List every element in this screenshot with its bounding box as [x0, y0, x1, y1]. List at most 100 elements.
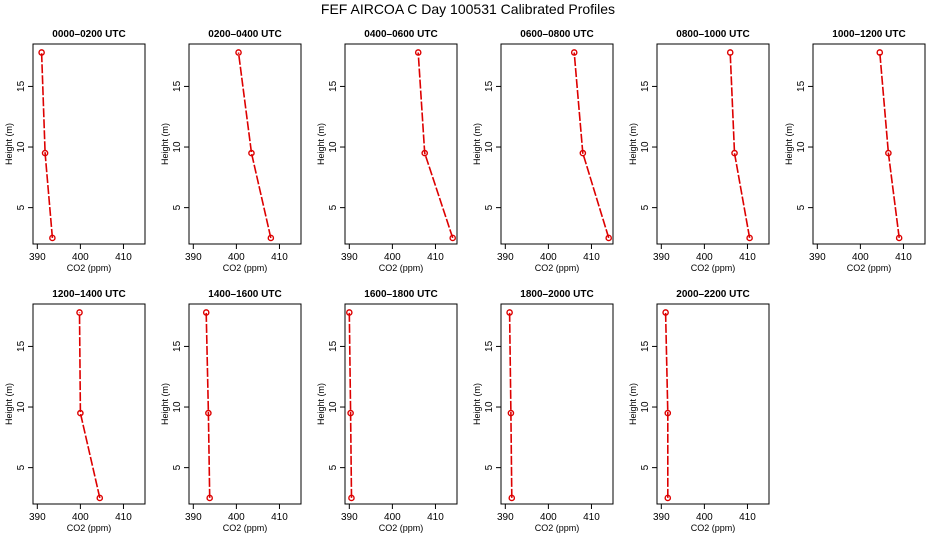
y-tick-label: 15 — [172, 340, 183, 352]
x-axis-label: CO2 (ppm) — [535, 523, 580, 533]
profile-panel: 1200–1400 UTC 390 400 410 5 10 15 CO2 (ppm) Heig… — [4, 289, 146, 533]
data-point — [746, 234, 753, 242]
data-point — [96, 494, 104, 502]
profile-line — [417, 52, 454, 239]
data-point — [202, 309, 210, 316]
y-tick-label: 15 — [484, 80, 495, 92]
data-point — [267, 234, 275, 242]
x-axis-label: CO2 (ppm) — [67, 523, 112, 533]
profile-panel: 1400–1600 UTC 390 400 410 5 10 15 CO2 (ppm) Heig… — [160, 289, 302, 533]
x-tick-label: 410 — [583, 512, 600, 523]
x-tick-label: 390 — [809, 252, 826, 263]
panel-title: 0000–0200 UTC — [52, 29, 125, 40]
panel-title: 1800–2000 UTC — [520, 289, 593, 300]
y-tick-label: 5 — [640, 464, 651, 470]
x-tick-label: 390 — [653, 252, 670, 263]
y-tick-label: 5 — [16, 204, 27, 210]
x-axis-label: CO2 (ppm) — [535, 263, 580, 273]
plot-frame — [188, 43, 302, 245]
y-tick-label: 5 — [16, 464, 27, 470]
data-point — [346, 309, 353, 316]
profile-line — [879, 52, 900, 239]
y-tick-label: 15 — [328, 340, 339, 352]
x-tick-label: 400 — [852, 252, 869, 263]
profile-line — [508, 312, 513, 498]
data-point — [235, 49, 242, 56]
y-tick-label: 5 — [796, 204, 807, 210]
profile-panel: 0200–0400 UTC 390 400 410 5 10 15 CO2 (ppm) Heig… — [160, 29, 302, 273]
profile-line — [729, 52, 751, 239]
x-tick-label: 390 — [653, 512, 670, 523]
panel-title: 1000–1200 UTC — [832, 29, 905, 40]
y-tick-label: 10 — [640, 141, 651, 153]
panel-title: 1200–1400 UTC — [52, 289, 125, 300]
data-point — [579, 149, 587, 157]
x-tick-label: 400 — [72, 252, 89, 263]
y-tick-label: 5 — [172, 204, 183, 210]
y-tick-label: 15 — [328, 80, 339, 92]
x-tick-label: 390 — [497, 252, 514, 263]
plot-frame — [32, 43, 146, 245]
profile-panel: 0800–1000 UTC 390 400 410 5 10 15 CO2 (ppm) Heig… — [628, 29, 770, 273]
x-tick-label: 390 — [185, 252, 202, 263]
x-tick-label: 400 — [384, 252, 401, 263]
data-point — [77, 409, 84, 417]
x-tick-label: 390 — [497, 512, 514, 523]
y-axis-label: Height (m) — [4, 383, 14, 425]
y-tick-label: 5 — [484, 204, 495, 210]
x-tick-label: 390 — [185, 512, 202, 523]
y-tick-label: 10 — [640, 401, 651, 413]
y-axis-label: Height (m) — [628, 383, 638, 425]
y-tick-label: 15 — [640, 80, 651, 92]
x-axis-label: CO2 (ppm) — [223, 523, 268, 533]
x-tick-label: 410 — [739, 252, 756, 263]
data-point — [605, 234, 612, 242]
profile-line — [237, 52, 272, 239]
data-point — [206, 494, 213, 502]
x-tick-label: 400 — [228, 512, 245, 523]
y-tick-label: 10 — [328, 401, 339, 413]
profile-line — [348, 312, 353, 498]
x-tick-label: 410 — [271, 252, 288, 263]
data-point — [414, 49, 422, 56]
y-tick-label: 15 — [640, 340, 651, 352]
plot-frame — [812, 43, 926, 245]
x-tick-label: 390 — [341, 252, 358, 263]
plot-frame — [188, 303, 302, 505]
x-axis-label: CO2 (ppm) — [691, 523, 736, 533]
data-point — [662, 309, 669, 316]
profile-panel: 0400–0600 UTC 390 400 410 5 10 15 CO2 (ppm) Heig… — [316, 29, 458, 273]
x-tick-label: 410 — [583, 252, 600, 263]
plot-frame — [344, 43, 458, 245]
data-point — [507, 409, 515, 417]
plot-frame — [344, 303, 458, 505]
y-axis-label: Height (m) — [316, 123, 326, 165]
data-point — [347, 409, 354, 417]
x-tick-label: 410 — [739, 512, 756, 523]
panel-title: 2000–2200 UTC — [676, 289, 749, 300]
profile-panel: 1600–1800 UTC 390 400 410 5 10 15 CO2 (ppm) Heig… — [316, 289, 458, 533]
data-point — [248, 149, 255, 157]
plot-frame — [32, 303, 146, 505]
y-axis-label: Height (m) — [160, 123, 170, 165]
profile-line — [78, 312, 101, 499]
profile-line — [573, 52, 610, 239]
y-tick-label: 15 — [16, 80, 27, 92]
y-tick-label: 5 — [328, 204, 339, 210]
data-point — [506, 309, 513, 316]
x-tick-label: 410 — [427, 252, 444, 263]
profile-line — [205, 312, 211, 498]
data-point — [49, 234, 56, 242]
y-axis-label: Height (m) — [628, 123, 638, 165]
x-tick-label: 400 — [540, 252, 557, 263]
y-axis-label: Height (m) — [784, 123, 794, 165]
data-point — [348, 494, 355, 502]
data-point — [41, 149, 49, 157]
panel-title: 0600–0800 UTC — [520, 29, 593, 40]
x-tick-label: 400 — [228, 252, 245, 263]
panel-title: 1600–1800 UTC — [364, 289, 437, 300]
y-tick-label: 5 — [640, 204, 651, 210]
y-axis-label: Height (m) — [316, 383, 326, 425]
data-point — [76, 309, 83, 316]
